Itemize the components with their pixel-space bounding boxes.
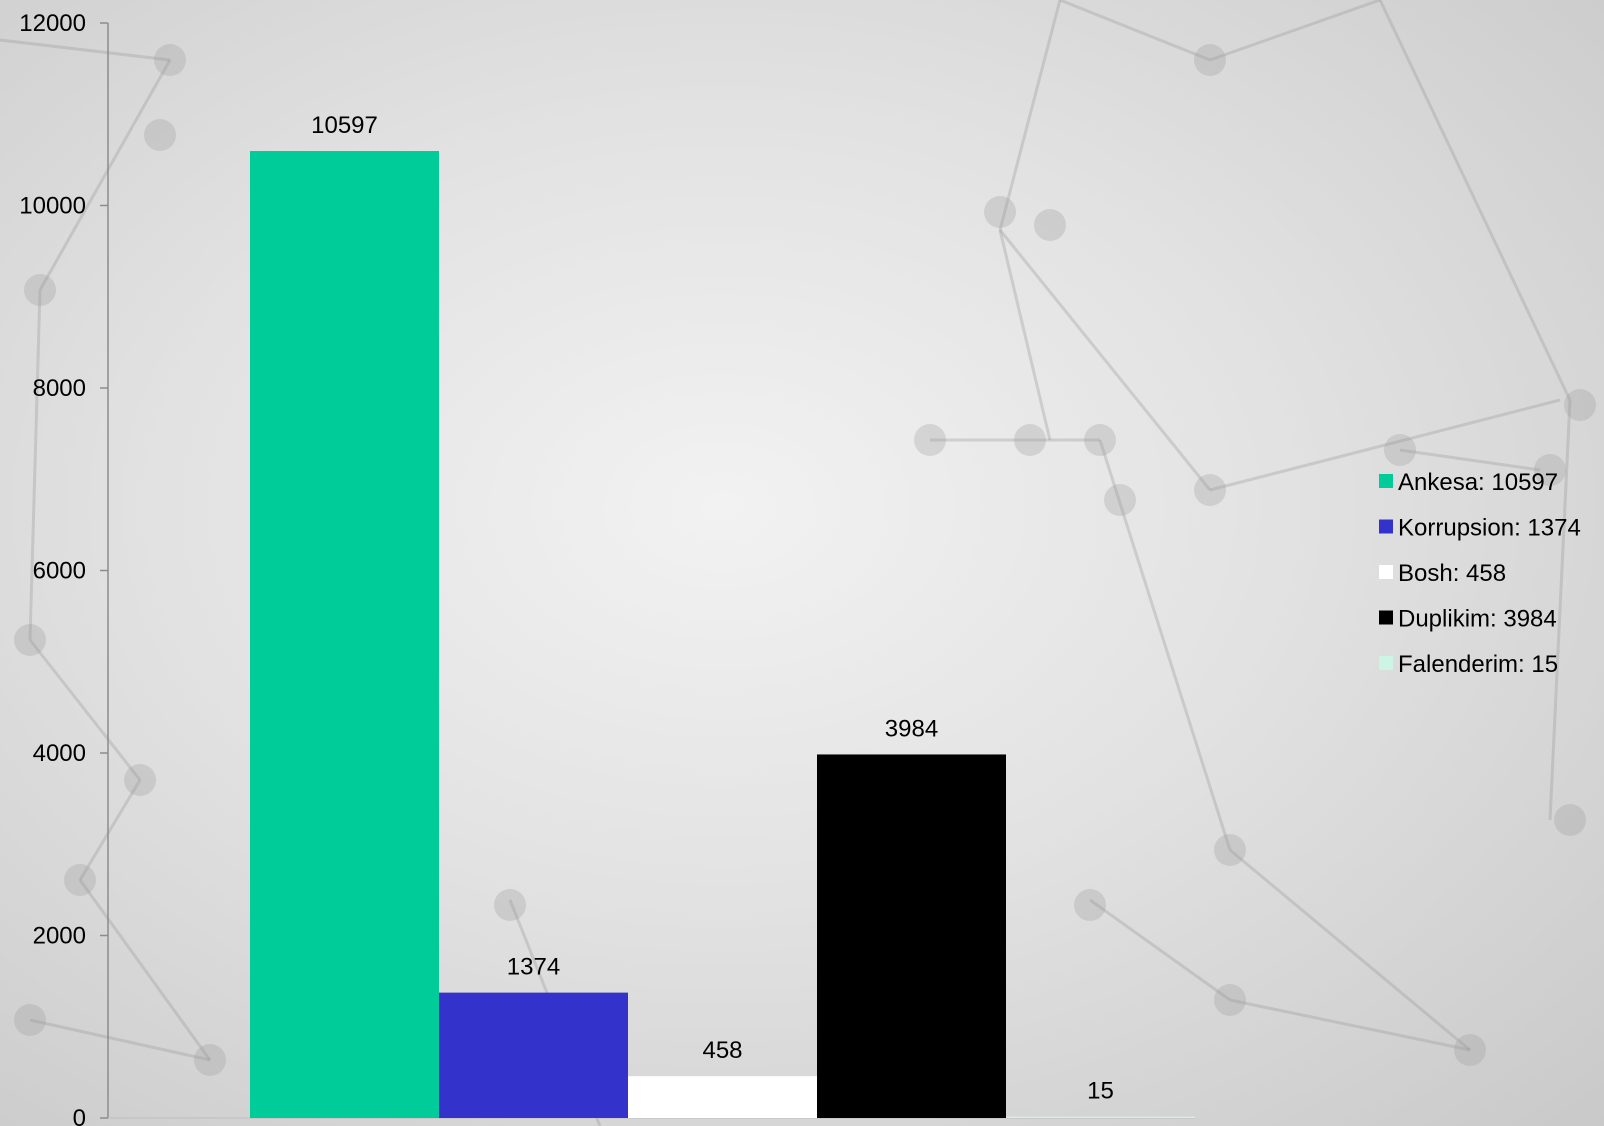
legend-swatch-bosh <box>1379 565 1393 579</box>
bar-korrupsion <box>439 992 628 1118</box>
y-tick-label: 10000 <box>19 193 86 220</box>
bar-falenderim <box>1006 1116 1195 1118</box>
y-tick-label: 0 <box>73 1105 86 1126</box>
data-label-ankesa: 10597 <box>311 112 378 139</box>
legend-swatch-korrupsion <box>1379 519 1393 534</box>
y-axis: 0 2000 4000 6000 8000 10000 12000 <box>19 10 1195 1126</box>
legend: Ankesa: 10597 Korrupsion: 1374 Bosh: 458 Du… <box>1379 469 1581 678</box>
legend-label-bosh: Bosh: 458 <box>1398 560 1506 587</box>
data-label-duplikim: 3984 <box>885 715 938 742</box>
data-label-bosh: 458 <box>702 1037 742 1064</box>
legend-swatch-falenderim <box>1379 656 1393 670</box>
y-tick-label: 6000 <box>33 558 86 585</box>
y-tick-label: 8000 <box>33 375 86 402</box>
legend-label-korrupsion: Korrupsion: 1374 <box>1398 515 1581 542</box>
data-labels: 10597 1374 458 3984 15 <box>311 112 1114 1105</box>
legend-label-falenderim: Falenderim: 15 <box>1398 651 1558 678</box>
bar-duplikim <box>817 754 1006 1118</box>
legend-label-duplikim: Duplikim: 3984 <box>1398 606 1557 633</box>
legend-swatch-ankesa <box>1379 474 1393 488</box>
y-tick-label: 4000 <box>33 740 86 767</box>
y-tick-label: 12000 <box>19 10 86 37</box>
legend-swatch-duplikim <box>1379 610 1393 625</box>
bar-ankesa <box>250 151 439 1118</box>
bars <box>250 151 1195 1118</box>
bar-bosh <box>628 1076 817 1118</box>
legend-label-ankesa: Ankesa: 10597 <box>1398 469 1558 496</box>
y-tick-label: 2000 <box>33 923 86 950</box>
data-label-korrupsion: 1374 <box>507 954 560 981</box>
data-label-falenderim: 15 <box>1087 1078 1114 1105</box>
